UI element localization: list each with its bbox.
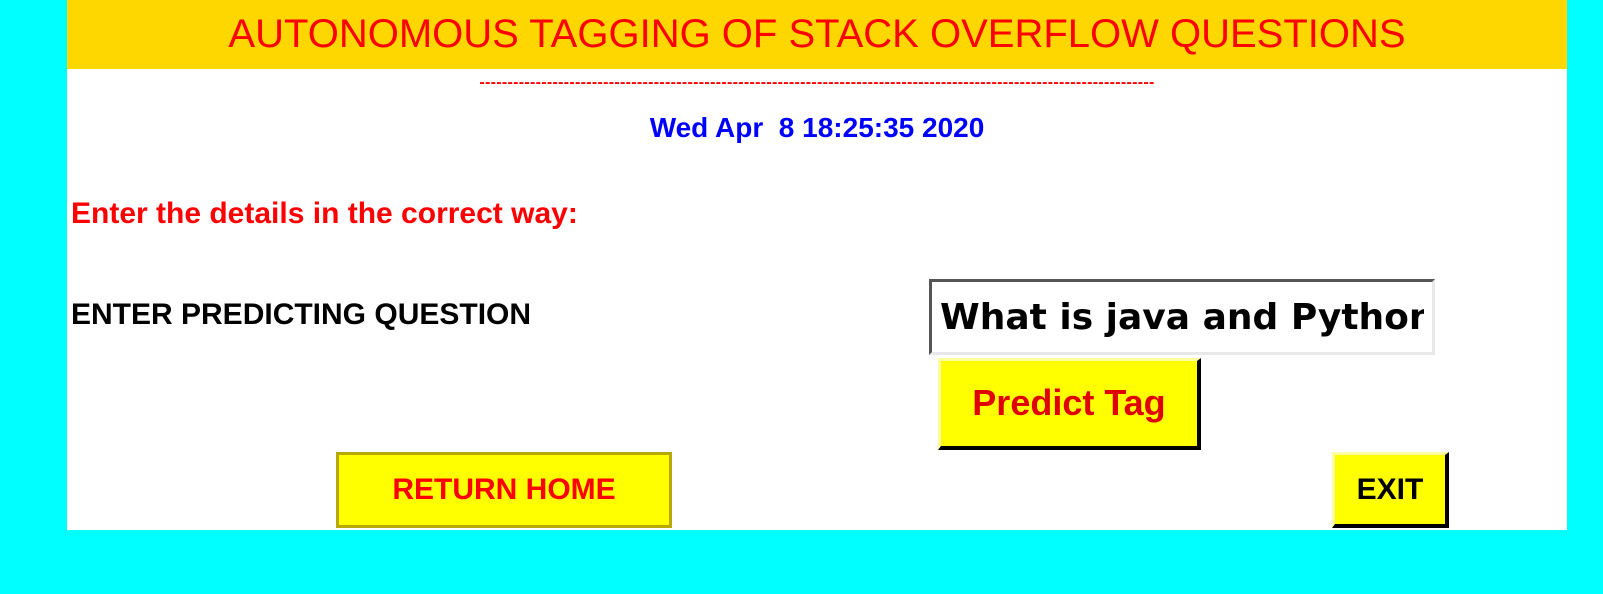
datetime-label: Wed Apr 8 18:25:35 2020 (649, 112, 985, 143)
return-home-button[interactable]: RETURN HOME (336, 452, 672, 528)
question-input[interactable] (929, 279, 1435, 355)
predict-tag-button[interactable]: Predict Tag (938, 358, 1201, 450)
instruction-text: Enter the details in the correct way: (71, 197, 578, 230)
question-label: ENTER PREDICTING QUESTION (71, 298, 532, 331)
exit-button[interactable]: EXIT (1332, 452, 1449, 528)
app-title: AUTONOMOUS TAGGING OF STACK OVERFLOW QUE… (67, 0, 1567, 69)
title-separator: ----------------------------------------… (479, 74, 1155, 91)
app-window: AUTONOMOUS TAGGING OF STACK OVERFLOW QUE… (67, 0, 1567, 530)
